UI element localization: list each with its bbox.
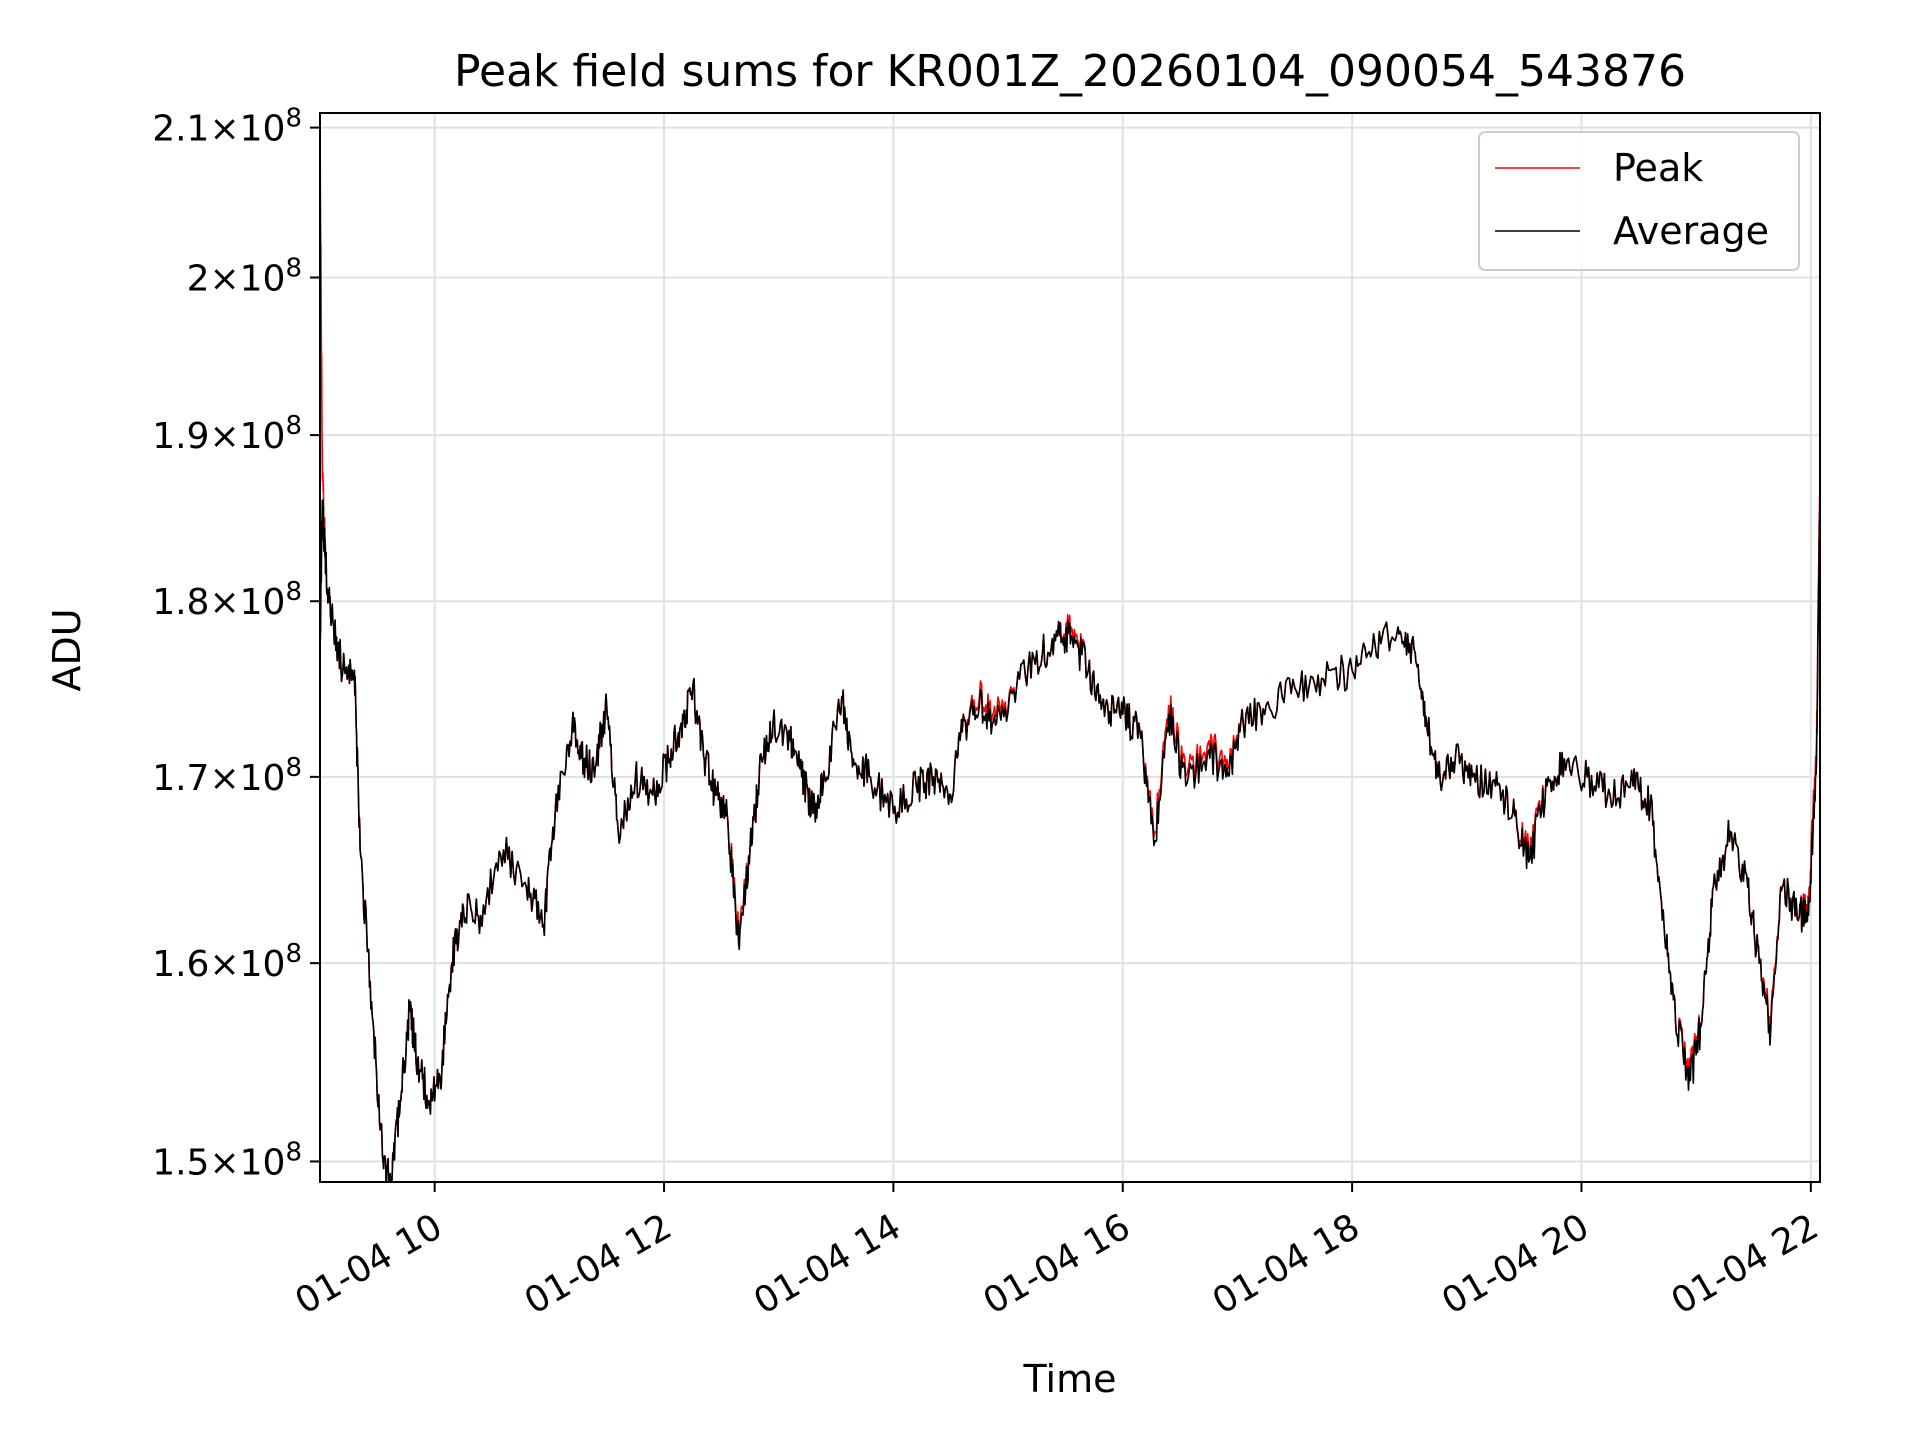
- y-tick-label: 1.5×108: [152, 1137, 302, 1183]
- plot-frame: [319, 112, 1821, 1183]
- y-tick-label: 1.9×108: [152, 411, 302, 457]
- legend-box: [1478, 131, 1800, 271]
- grid-lines: [320, 113, 1820, 1182]
- y-tick-label: 1.6×108: [152, 939, 302, 985]
- legend: Peak Average: [1478, 131, 1800, 271]
- legend-label-peak: Peak: [1613, 146, 1703, 190]
- y-tick-label: 2.1×108: [152, 104, 302, 150]
- x-axis-title: Time: [1023, 1357, 1117, 1401]
- legend-label-average: Average: [1613, 209, 1769, 253]
- y-axis: 1.5×108 1.6×108 1.7×108 1.8×108 1.9×108 2×108…: [152, 104, 320, 1183]
- chart-title: Peak field sums for KR001Z_20260104_0900…: [454, 46, 1686, 97]
- y-tick-label: 2×108: [187, 254, 302, 300]
- y-tick-label: 1.8×108: [152, 577, 302, 623]
- y-tick-label: 1.7×108: [152, 753, 302, 799]
- y-axis-title: ADU: [45, 608, 89, 691]
- series-layer: [320, 127, 1820, 1182]
- series-line-average: [320, 492, 1820, 1182]
